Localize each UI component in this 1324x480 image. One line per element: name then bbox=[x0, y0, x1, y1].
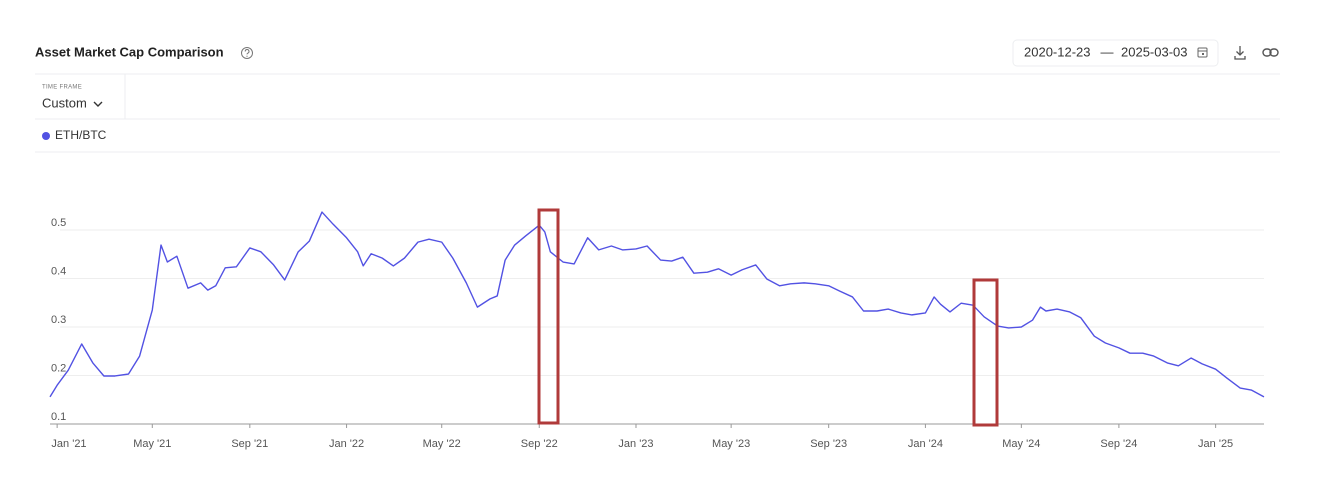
x-tick-label: May '21 bbox=[133, 438, 171, 450]
x-tick-label: Sep '24 bbox=[1100, 438, 1137, 450]
time-frame-label: TIME FRAME bbox=[42, 85, 82, 91]
legend-label: ETH/BTC bbox=[55, 128, 107, 142]
help-icon[interactable] bbox=[241, 47, 253, 59]
legend: ETH/BTC bbox=[42, 128, 107, 142]
y-tick-label: 0.1 bbox=[51, 411, 66, 423]
plot-area: 0.1 0.2 0.3 0.4 0.5 Jan '21 May '21 Sep '21 Jan … bbox=[49, 211, 1265, 450]
highlight-box bbox=[972, 278, 999, 427]
calendar-icon bbox=[1197, 47, 1208, 58]
x-tick-label: Jan '22 bbox=[329, 438, 364, 450]
range-separator: — bbox=[1101, 44, 1114, 59]
y-tick-label: 0.3 bbox=[51, 314, 66, 326]
highlight-box bbox=[537, 208, 560, 425]
range-end: 2025-03-03 bbox=[1121, 44, 1188, 59]
x-tick-label: Sep '23 bbox=[810, 438, 847, 450]
x-tick-label: Sep '21 bbox=[231, 438, 268, 450]
x-tick-label: Jan '24 bbox=[908, 438, 943, 450]
legend-swatch bbox=[42, 132, 50, 140]
x-tick-label: Jan '25 bbox=[1198, 438, 1233, 450]
time-frame-select[interactable]: Custom bbox=[42, 95, 103, 110]
y-tick-label: 0.4 bbox=[51, 265, 66, 277]
data-line bbox=[49, 211, 1265, 398]
chevron bbox=[93, 101, 103, 107]
y-tick-label: 0.5 bbox=[51, 217, 66, 229]
y-tick-label: 0.2 bbox=[51, 362, 66, 374]
link-icon[interactable] bbox=[1262, 48, 1279, 57]
x-tick-label: May '22 bbox=[423, 438, 461, 450]
range-start: 2020-12-23 bbox=[1024, 44, 1091, 59]
x-tick-label: Sep '22 bbox=[521, 438, 558, 450]
annotations bbox=[537, 208, 999, 427]
x-tick-label: May '24 bbox=[1002, 438, 1040, 450]
x-tick-label: Jan '21 bbox=[51, 438, 86, 450]
time-frame-value: Custom bbox=[42, 95, 87, 110]
x-tick-label: May '23 bbox=[712, 438, 750, 450]
date-range-picker[interactable]: 2020-12-23 — 2025-03-03 bbox=[1012, 39, 1219, 67]
download-icon[interactable] bbox=[1234, 46, 1246, 60]
chart-title: Asset Market Cap Comparison bbox=[35, 44, 224, 59]
x-tick-label: Jan '23 bbox=[618, 438, 653, 450]
